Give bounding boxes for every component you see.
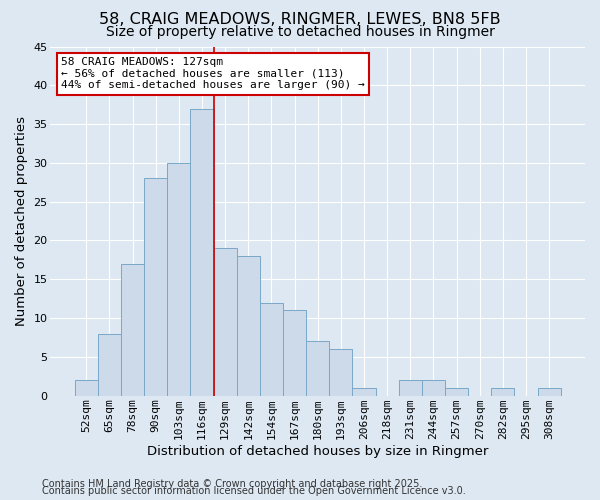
- X-axis label: Distribution of detached houses by size in Ringmer: Distribution of detached houses by size …: [147, 444, 488, 458]
- Bar: [260, 302, 283, 396]
- Text: Contains public sector information licensed under the Open Government Licence v3: Contains public sector information licen…: [42, 486, 466, 496]
- Text: Size of property relative to detached houses in Ringmer: Size of property relative to detached ho…: [106, 25, 494, 39]
- Bar: [422, 380, 445, 396]
- Y-axis label: Number of detached properties: Number of detached properties: [15, 116, 28, 326]
- Bar: [167, 163, 190, 396]
- Bar: [283, 310, 306, 396]
- Bar: [144, 178, 167, 396]
- Bar: [237, 256, 260, 396]
- Bar: [538, 388, 561, 396]
- Text: Contains HM Land Registry data © Crown copyright and database right 2025.: Contains HM Land Registry data © Crown c…: [42, 479, 422, 489]
- Bar: [445, 388, 468, 396]
- Bar: [399, 380, 422, 396]
- Bar: [306, 342, 329, 396]
- Bar: [121, 264, 144, 396]
- Bar: [214, 248, 237, 396]
- Text: 58, CRAIG MEADOWS, RINGMER, LEWES, BN8 5FB: 58, CRAIG MEADOWS, RINGMER, LEWES, BN8 5…: [99, 12, 501, 28]
- Bar: [329, 349, 352, 396]
- Bar: [75, 380, 98, 396]
- Bar: [98, 334, 121, 396]
- Bar: [491, 388, 514, 396]
- Bar: [190, 108, 214, 396]
- Text: 58 CRAIG MEADOWS: 127sqm
← 56% of detached houses are smaller (113)
44% of semi-: 58 CRAIG MEADOWS: 127sqm ← 56% of detach…: [61, 57, 365, 90]
- Bar: [352, 388, 376, 396]
